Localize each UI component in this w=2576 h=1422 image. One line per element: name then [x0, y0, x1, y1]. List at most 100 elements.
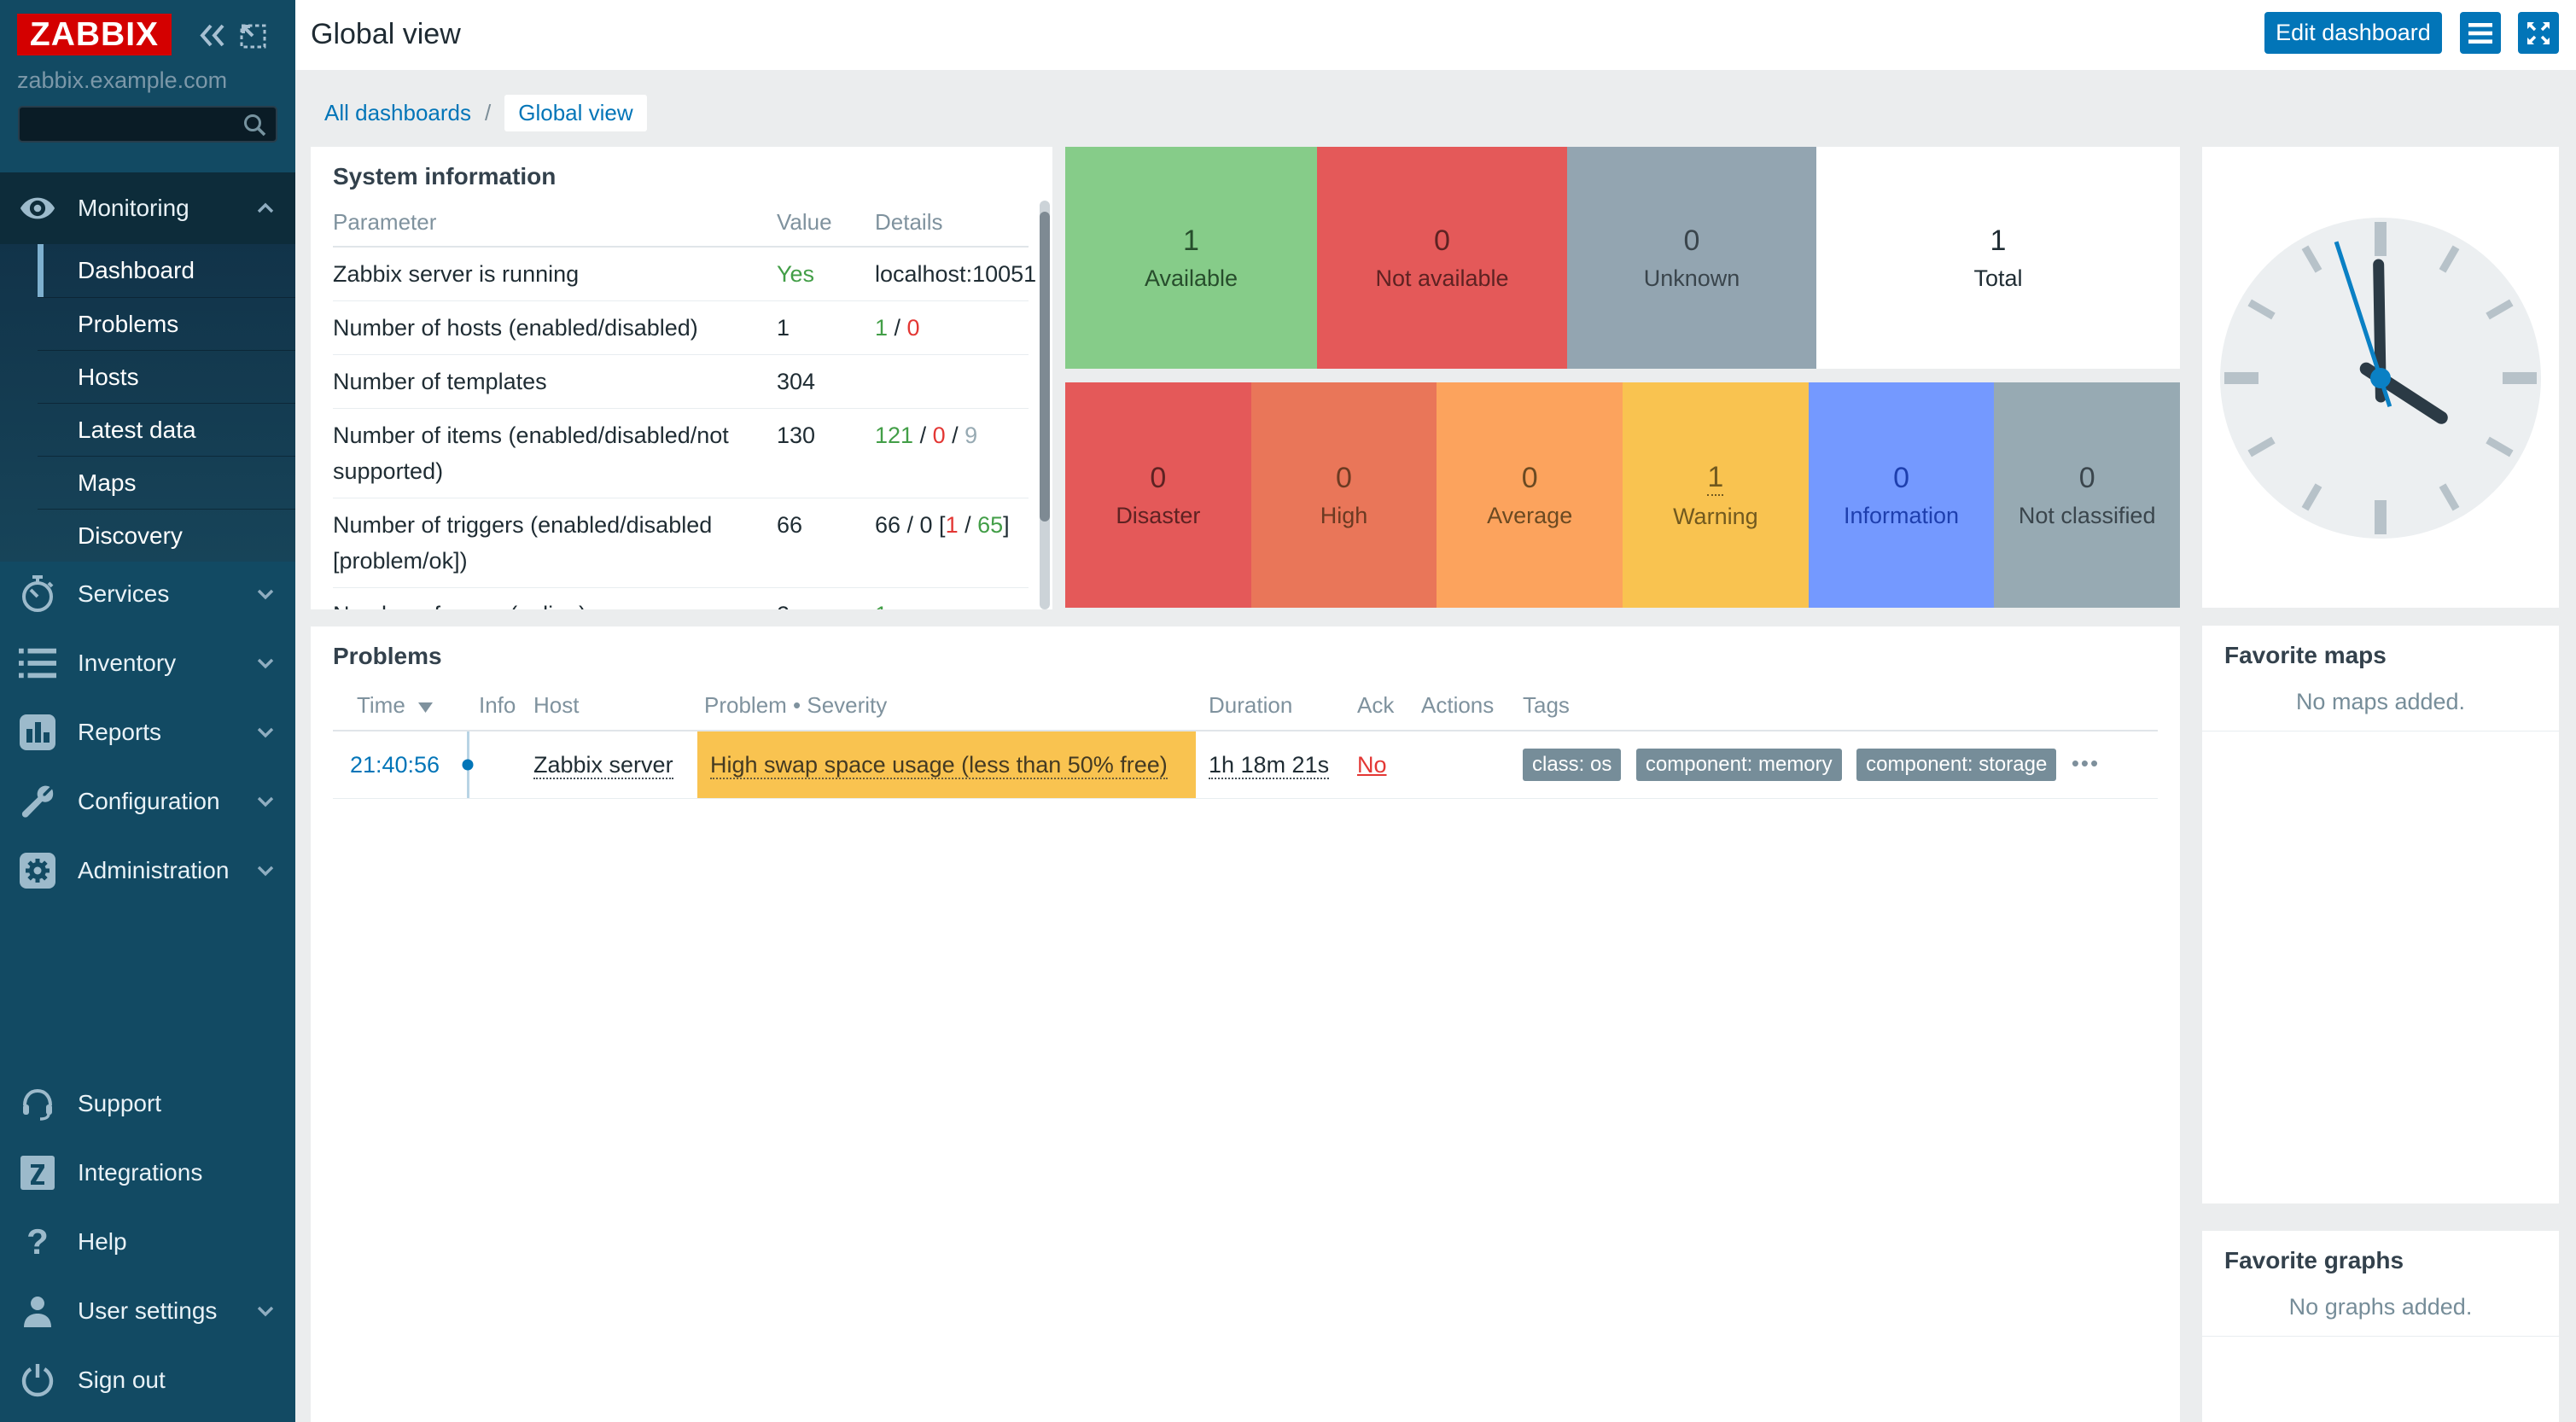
problem-ack-link[interactable]: No	[1357, 751, 1387, 778]
severity-block-disaster: 0 Disaster	[1065, 382, 1251, 608]
sidebar-item-latest-data[interactable]: Latest data	[38, 403, 295, 456]
sidebar-item-integrations[interactable]: Integrations	[0, 1139, 295, 1207]
sidebar-item-label: Maps	[78, 469, 137, 496]
breadcrumb-separator: /	[485, 99, 492, 125]
sidebar-item-help[interactable]: ? Help	[0, 1208, 295, 1276]
column-header-ack: Ack	[1343, 680, 1406, 731]
detail-part: /	[958, 512, 978, 538]
detail-part: 1	[875, 602, 888, 609]
sidebar-item-hosts[interactable]: Hosts	[38, 350, 295, 403]
system-information-table: Parameter Value Details Zabbix server is…	[333, 201, 1036, 609]
cell-timeline	[457, 731, 479, 799]
detail-part: 1	[875, 315, 889, 341]
cell-value: 130	[777, 408, 875, 498]
problems-table: Time Info Host Problem • Severity Durati…	[333, 680, 2158, 799]
problem-duration-link[interactable]: 1h 18m 21s	[1209, 751, 1330, 779]
more-tags-button[interactable]: •••	[2071, 750, 2101, 776]
sidebar-item-dashboard[interactable]: Dashboard	[38, 244, 295, 297]
sidebar-item-inventory[interactable]: Inventory	[0, 628, 295, 697]
zabbix-logo[interactable]: ZABBIX	[17, 14, 172, 55]
collapse-sidebar-button[interactable]	[198, 21, 227, 50]
detail-part: /	[913, 423, 933, 448]
sidebar-item-user-settings[interactable]: User settings	[0, 1277, 295, 1345]
sidebar-item-label: Monitoring	[78, 195, 189, 221]
sidebar-item-monitoring[interactable]: Monitoring	[0, 172, 295, 244]
sidebar-item-sign-out[interactable]: Sign out	[0, 1346, 295, 1414]
detail-part: 0	[906, 315, 920, 341]
detail-part: 0	[932, 423, 946, 448]
sidebar-search[interactable]	[18, 106, 277, 143]
cell-ack: No	[1343, 731, 1406, 799]
table-row: Zabbix server is running Yes localhost:1…	[333, 247, 1036, 301]
bar-chart-icon	[19, 714, 56, 751]
problem-host-link[interactable]: Zabbix server	[533, 751, 673, 779]
availability-block-total: 1 Total	[1816, 147, 2180, 369]
widget-title: Favorite graphs	[2224, 1247, 2404, 1273]
sidebar-item-label: Services	[78, 580, 170, 607]
problem-timeline	[462, 731, 474, 798]
wrench-icon	[19, 783, 56, 820]
detail-part: 65	[977, 512, 1004, 538]
column-header-problem-severity: Problem • Severity	[697, 680, 1196, 731]
search-input[interactable]	[28, 108, 233, 141]
availability-block-not-available: 0 Not available	[1317, 147, 1567, 369]
sidebar-section-monitoring: Monitoring Dashboard Problems Hosts Late…	[0, 172, 295, 562]
sidebar-item-services[interactable]: Services	[0, 559, 295, 628]
widget-problems-by-severity: 0 Disaster 0 High 0 Average 1 Warning 0 …	[1065, 382, 2180, 608]
sidebar-item-reports[interactable]: Reports	[0, 697, 295, 766]
tag-chip[interactable]: component: storage	[1856, 749, 2057, 781]
search-icon[interactable]	[242, 112, 267, 137]
clock-minor-ticks	[2247, 245, 2514, 511]
chevron-down-icon	[254, 720, 277, 744]
headset-icon	[19, 1085, 56, 1122]
column-header-info: Info	[479, 680, 533, 731]
column-header-time[interactable]: Time	[333, 680, 457, 731]
sidebar-item-problems[interactable]: Problems	[38, 297, 295, 350]
hamburger-icon	[2468, 22, 2492, 44]
table-row: Number of hosts (enabled/disabled) 1 1 /…	[333, 300, 1029, 355]
power-icon	[19, 1361, 56, 1399]
breadcrumb-current[interactable]: Global view	[504, 94, 647, 131]
tag-chip[interactable]: class: os	[1523, 749, 1622, 781]
sidebar-item-administration[interactable]: Administration	[0, 836, 295, 905]
problem-timeline-dot[interactable]	[462, 759, 474, 771]
block-value: 1	[1990, 224, 2007, 257]
clock-tick-6	[2375, 500, 2387, 534]
problem-info-cell	[479, 731, 533, 799]
detail-part: /	[888, 315, 907, 341]
edit-dashboard-button[interactable]: Edit dashboard	[2264, 12, 2442, 54]
cell-parameter: Zabbix server is running	[333, 247, 777, 301]
sidebar-item-maps[interactable]: Maps	[38, 456, 295, 509]
sidebar-item-configuration[interactable]: Configuration	[0, 766, 295, 836]
tag-chip[interactable]: component: memory	[1635, 749, 1842, 781]
kiosk-mode-button[interactable]	[2518, 12, 2559, 54]
problem-time-link[interactable]: 21:40:56	[349, 751, 440, 778]
detail-part: localhost:10051	[875, 261, 1037, 287]
severity-block-warning: 1 Warning	[1623, 382, 1809, 608]
block-value[interactable]: 1	[1707, 461, 1724, 496]
scrollbar-thumb[interactable]	[1040, 212, 1050, 522]
cell-tags: class: os component: memory component: s…	[1508, 731, 2158, 799]
pop-out-sidebar-button[interactable]	[238, 21, 267, 50]
fullscreen-icon	[2526, 21, 2550, 44]
dashboard-menu-button[interactable]	[2460, 12, 2501, 54]
double-chevron-left-icon	[200, 24, 224, 47]
block-label: Unknown	[1643, 265, 1740, 291]
widget-favorite-maps: Favorite maps No maps added.	[2202, 626, 2559, 1203]
sidebar-item-discovery[interactable]: Discovery	[38, 509, 295, 562]
cell-host: Zabbix server	[533, 731, 697, 799]
block-value: 0	[1683, 224, 1700, 257]
page-title: Global view	[311, 18, 461, 50]
widget-problems: Problems Time Info Host Problem • Severi…	[311, 626, 2180, 1422]
pop-out-icon	[240, 24, 266, 49]
sidebar: ZABBIX zabbix.example.com	[0, 0, 295, 1422]
zabbix-logo-text: ZABBIX	[29, 15, 160, 53]
block-value: 0	[1434, 224, 1450, 257]
column-header-duration: Duration	[1196, 680, 1343, 731]
breadcrumb-all-dashboards[interactable]: All dashboards	[324, 99, 471, 125]
widget-clock	[2202, 147, 2559, 608]
clock-tick-9	[2224, 372, 2258, 384]
block-label: High	[1320, 502, 1368, 528]
problem-name-link[interactable]: High swap space usage (less than 50% fre…	[710, 751, 1168, 779]
sidebar-item-support[interactable]: Support	[0, 1069, 295, 1138]
